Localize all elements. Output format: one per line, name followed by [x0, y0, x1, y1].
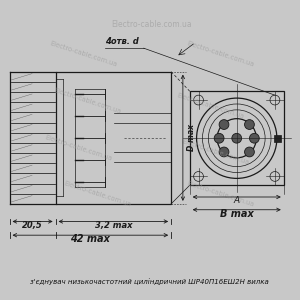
- Text: Electro-cable.com.ua: Electro-cable.com.ua: [176, 92, 245, 120]
- Text: Electro-cable.com.ua: Electro-cable.com.ua: [186, 180, 254, 208]
- Text: Electro-cable.com.ua: Electro-cable.com.ua: [44, 134, 112, 162]
- Circle shape: [250, 134, 259, 143]
- Text: B max: B max: [220, 208, 254, 219]
- Text: Electro-cable.com.ua: Electro-cable.com.ua: [63, 180, 132, 208]
- Text: D max: D max: [187, 124, 196, 151]
- Text: Electro-cable.com.ua: Electro-cable.com.ua: [53, 87, 122, 115]
- Bar: [274, 135, 281, 142]
- Text: 4отв. d: 4отв. d: [105, 37, 139, 46]
- Bar: [190, 91, 284, 185]
- Circle shape: [219, 147, 229, 157]
- Text: 20,5: 20,5: [22, 221, 43, 230]
- Circle shape: [232, 134, 242, 143]
- Text: Electro-cable.com.ua: Electro-cable.com.ua: [186, 40, 254, 68]
- Text: Electro-cable.com.ua: Electro-cable.com.ua: [181, 138, 250, 166]
- Bar: [56, 72, 171, 204]
- Text: 42 max: 42 max: [70, 234, 110, 244]
- Circle shape: [244, 147, 254, 157]
- Text: Electro-cable.com.ua: Electro-cable.com.ua: [111, 20, 192, 29]
- Circle shape: [219, 120, 229, 129]
- Text: з'єднувач низькочастотний циліндричний ШР40П16ЕШ2Н вилка: з'єднувач низькочастотний циліндричний Ш…: [30, 278, 269, 285]
- Text: 3,2 max: 3,2 max: [94, 221, 132, 230]
- Circle shape: [244, 120, 254, 129]
- Text: A: A: [234, 196, 240, 205]
- Text: Electro-cable.com.ua: Electro-cable.com.ua: [49, 40, 117, 68]
- Circle shape: [214, 134, 224, 143]
